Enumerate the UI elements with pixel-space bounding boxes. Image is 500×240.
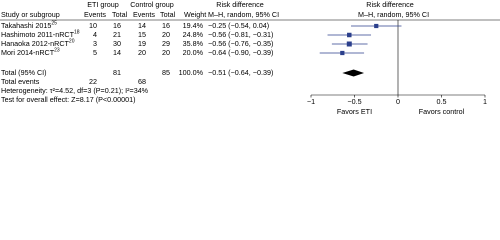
estimate: −0.56 (−0.81, −0.31) (208, 30, 273, 39)
study: Hashimoto 2011-nRCT (1, 30, 75, 39)
total-events-label: Total events (1, 77, 40, 86)
header: M–H, random, 95% CI (208, 10, 279, 19)
total: 30 (113, 39, 121, 48)
header: Total (112, 10, 128, 19)
x-tick-label: −0.5 (347, 97, 361, 106)
x-tick-label: 1 (483, 97, 487, 106)
events: 10 (89, 21, 97, 30)
weight: 35.8% (183, 39, 204, 48)
x-tick-label: 0 (396, 97, 400, 106)
study: Takahashi 2015 (1, 21, 51, 30)
header: Risk difference (216, 0, 263, 9)
events: 20 (138, 48, 146, 57)
header: M–H, random, 95% CI (358, 10, 429, 19)
point-estimate (346, 41, 352, 47)
point-estimate (347, 32, 352, 38)
total: 14 (113, 48, 121, 57)
total-label: Total (95% CI) (1, 68, 47, 77)
events: 5 (93, 48, 97, 57)
events: 68 (138, 77, 146, 86)
x-tick-label: −1 (307, 97, 315, 106)
reference: 23 (54, 48, 60, 54)
heterogeneity: Heterogeneity: τ²=4.52, df=3 (P=0.21); I… (1, 86, 149, 95)
header: ETI group (87, 0, 119, 9)
total: 16 (162, 21, 170, 30)
header: Total (160, 10, 176, 19)
estimate: −0.25 (−0.54, 0.04) (208, 21, 269, 30)
study-name: Hashimoto 2011-nRCT18 (1, 30, 80, 39)
total: 16 (113, 21, 121, 30)
events: 22 (89, 77, 97, 86)
weight: 19.4% (183, 21, 204, 30)
events: 19 (138, 39, 146, 48)
study-name: Mori 2014-nRCT23 (1, 48, 60, 57)
study-name: Hanaoka 2012-nRCT20 (1, 39, 75, 48)
header: Risk difference (366, 0, 413, 9)
x-tick-label: 0.5 (437, 97, 447, 106)
total: 85 (162, 68, 170, 77)
total: 21 (113, 30, 121, 39)
weight: 20.0% (183, 48, 204, 57)
header: Events (84, 10, 106, 19)
estimate: −0.51 (−0.64, −0.39) (208, 68, 273, 77)
favors-label: Favors control (419, 107, 465, 116)
study: Mori 2014-nRCT (1, 48, 55, 57)
events: 3 (93, 39, 97, 48)
study: Hanaoka 2012-nRCT (1, 39, 70, 48)
study-name: Takahashi 201525 (1, 21, 57, 30)
events: 4 (93, 30, 97, 39)
pooled-diamond (342, 69, 365, 77)
total: 20 (162, 48, 170, 57)
header: Study or subgroup (1, 10, 60, 19)
header: Control group (130, 0, 174, 9)
events: 15 (138, 30, 146, 39)
favors-label: Favors ETI (337, 107, 372, 116)
overall-test: Test for overall effect: Z=8.17 (P<0.000… (1, 95, 136, 104)
forest-plot: ETI group Control group Risk difference Ris… (0, 0, 500, 116)
estimate: −0.64 (−0.90, −0.39) (208, 48, 273, 57)
header: Weight (184, 10, 206, 19)
total: 29 (162, 39, 170, 48)
point-estimate (340, 50, 345, 56)
point-estimate (374, 23, 379, 29)
total: 20 (162, 30, 170, 39)
total: 81 (113, 68, 121, 77)
weight: 100.0% (179, 68, 204, 77)
reference: 25 (51, 21, 57, 27)
reference: 18 (74, 30, 80, 36)
reference: 20 (69, 39, 75, 45)
events: 14 (138, 21, 146, 30)
weight: 24.8% (183, 30, 204, 39)
estimate: −0.56 (−0.76, −0.35) (208, 39, 273, 48)
header: Events (133, 10, 155, 19)
